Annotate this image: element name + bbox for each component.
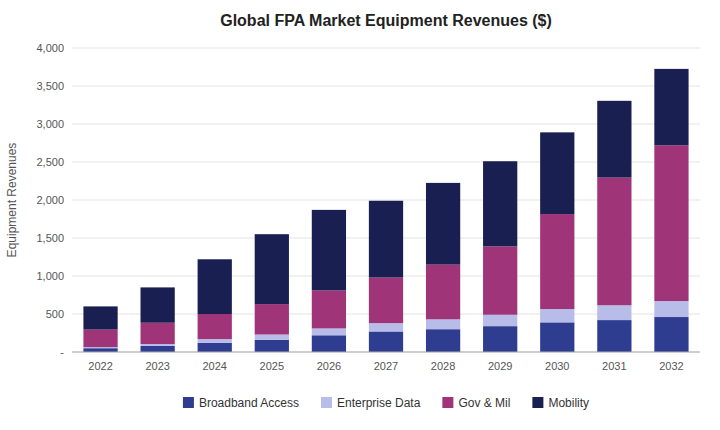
bar-segment: Mobility 2028: 1075 xyxy=(426,183,460,265)
bar-segment: Gov & Mil 2025: 400 xyxy=(255,304,289,334)
bar-segment: Enterprise Data 2030: 175 xyxy=(540,309,574,322)
grid-line xyxy=(72,48,700,49)
bar-segment: Mobility 2030: 1075 xyxy=(540,132,574,214)
y-tick-label: 2,000 xyxy=(36,194,64,206)
bar-segment: Enterprise Data 2028: 130 xyxy=(426,319,460,329)
bar-segment: Enterprise Data 2023: 25 xyxy=(141,344,175,346)
bars: Broadband Access 2022: 50 Broadband Acces… xyxy=(83,69,688,352)
legend-label: Gov & Mil xyxy=(458,396,510,410)
bar-segment: Gov & Mil 2024: 330 xyxy=(198,314,232,339)
legend-item: Broadband Access xyxy=(183,396,299,410)
bar-segment: Broadband Access 2025: 160 xyxy=(255,340,289,352)
y-tick-label: - xyxy=(60,346,64,358)
bar-segment: Mobility 2031: 1010 xyxy=(597,101,631,178)
bar-segment: Mobility 2025: 920 xyxy=(255,234,289,304)
bar-segment: Enterprise Data 2024: 50 xyxy=(198,339,232,343)
bar-segment: Enterprise Data 2025: 70 xyxy=(255,335,289,340)
bar-segment: Gov & Mil 2022: 230 xyxy=(83,330,117,347)
x-axis-line xyxy=(72,352,700,353)
title: Global FPA Market Equipment Revenues ($) xyxy=(220,12,552,29)
bar-segment: Gov & Mil 2029: 900 xyxy=(483,246,517,314)
bar-segment: Enterprise Data 2029: 150 xyxy=(483,315,517,326)
x-tick-label: 2032 xyxy=(659,360,683,372)
legend-item: Enterprise Data xyxy=(321,396,421,410)
bar-segment: Mobility 2023: 465 xyxy=(141,287,175,322)
legend-item: Mobility xyxy=(532,396,589,410)
legend-item: Gov & Mil xyxy=(442,396,510,410)
bar-segment: Enterprise Data 2031: 195 xyxy=(597,305,631,320)
bar-segment: Broadband Access 2022: 50 xyxy=(83,348,117,352)
bar-segment: Broadband Access 2029: 340 xyxy=(483,326,517,352)
y-tick-label: 2,500 xyxy=(36,156,64,168)
grid-line xyxy=(72,352,700,353)
x-tick-label: 2023 xyxy=(145,360,169,372)
x-tick-label: 2022 xyxy=(88,360,112,372)
grid-line xyxy=(72,86,700,87)
y-axis-label: Equipment Revenues xyxy=(5,143,19,258)
legend-label: Mobility xyxy=(548,396,589,410)
bar-segment: Broadband Access 2026: 220 xyxy=(312,335,346,352)
bar-segment: Broadband Access 2031: 420 xyxy=(597,320,631,352)
bar-segment: Gov & Mil 2023: 280 xyxy=(141,323,175,344)
x-tick-label: 2026 xyxy=(317,360,341,372)
bar-segment: Enterprise Data 2022: 15 xyxy=(83,347,117,348)
bar-segment: Broadband Access 2032: 460 xyxy=(654,317,688,352)
y-tick-label: 3,000 xyxy=(36,118,64,130)
x-tick-label: 2024 xyxy=(202,360,226,372)
x-tick-label: 2030 xyxy=(545,360,569,372)
x-tick-label: 2031 xyxy=(602,360,626,372)
bar-segment: Mobility 2027: 1010 xyxy=(369,201,403,278)
bar-segment: Mobility 2032: 1005 xyxy=(654,69,688,145)
bar-segment: Broadband Access 2023: 80 xyxy=(141,346,175,352)
x-tick-label: 2029 xyxy=(488,360,512,372)
bar-segment: Gov & Mil 2026: 500 xyxy=(312,290,346,328)
bar-segment: Gov & Mil 2030: 1250 xyxy=(540,214,574,309)
bar-segment: Enterprise Data 2026: 90 xyxy=(312,328,346,335)
bar-segment: Gov & Mil 2031: 1680 xyxy=(597,178,631,306)
bar-segment: Gov & Mil 2032: 2050 xyxy=(654,145,688,301)
bar-segment: Mobility 2029: 1120 xyxy=(483,161,517,246)
bar-segment: Enterprise Data 2027: 110 xyxy=(369,323,403,331)
legend-label: Enterprise Data xyxy=(337,396,421,410)
legend-label: Broadband Access xyxy=(199,396,299,410)
legend-swatch xyxy=(442,397,453,408)
legend-swatch xyxy=(321,397,332,408)
bar-segment: Broadband Access 2024: 120 xyxy=(198,343,232,352)
y-tick-label: 500 xyxy=(46,308,64,320)
x-tick-label: 2027 xyxy=(374,360,398,372)
y-tick-label: 1,500 xyxy=(36,232,64,244)
bar-segment: Broadband Access 2030: 390 xyxy=(540,322,574,352)
x-tick-label: 2028 xyxy=(431,360,455,372)
y-tick-label: 1,000 xyxy=(36,270,64,282)
bar-segment: Mobility 2026: 1060 xyxy=(312,210,346,291)
bar-segment: Gov & Mil 2027: 600 xyxy=(369,278,403,324)
bar-segment: Mobility 2024: 720 xyxy=(198,259,232,314)
legend-swatch xyxy=(532,397,543,408)
bar-segment: Enterprise Data 2032: 210 xyxy=(654,301,688,317)
x-tick-label: 2025 xyxy=(260,360,284,372)
bar-segment: Broadband Access 2028: 300 xyxy=(426,329,460,352)
y-tick-label: 3,500 xyxy=(36,80,64,92)
bar-segment: Mobility 2022: 305 xyxy=(83,306,117,329)
y-tick-label: 4,000 xyxy=(36,42,64,54)
legend: Broadband Access Enterprise Data Gov & Mil… xyxy=(183,396,589,410)
bar-segment: Broadband Access 2027: 270 xyxy=(369,331,403,352)
bar-segment: Gov & Mil 2028: 720 xyxy=(426,265,460,320)
legend-swatch xyxy=(183,397,194,408)
grid xyxy=(72,48,700,352)
chart: Global FPA Market Equipment Revenues ($)… xyxy=(0,0,720,430)
